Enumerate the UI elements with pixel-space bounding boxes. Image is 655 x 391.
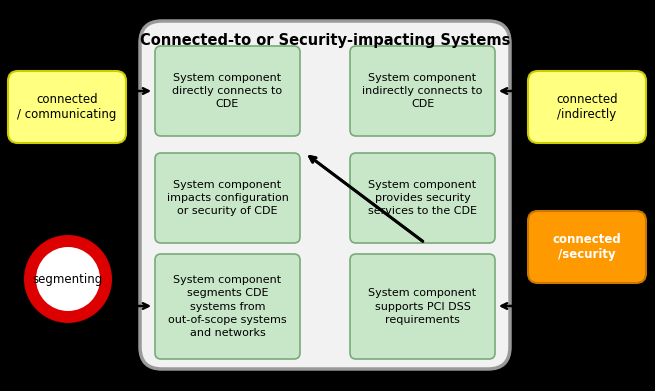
FancyBboxPatch shape [350, 46, 495, 136]
FancyBboxPatch shape [8, 71, 126, 143]
Circle shape [36, 247, 100, 311]
FancyBboxPatch shape [155, 153, 300, 243]
Text: System component
segments CDE
systems from
out-of-scope systems
and networks: System component segments CDE systems fr… [168, 275, 287, 338]
Text: System component
provides security
services to the CDE: System component provides security servi… [368, 180, 477, 216]
Text: segmenting: segmenting [33, 273, 103, 285]
Text: connected
/ communicating: connected / communicating [17, 93, 117, 121]
Text: connected
/security: connected /security [553, 233, 622, 261]
FancyBboxPatch shape [350, 254, 495, 359]
FancyBboxPatch shape [155, 254, 300, 359]
Text: System component
impacts configuration
or security of CDE: System component impacts configuration o… [166, 180, 288, 216]
Circle shape [24, 235, 112, 323]
FancyBboxPatch shape [140, 21, 510, 369]
FancyBboxPatch shape [528, 71, 646, 143]
Text: Connected-to or Security-impacting Systems: Connected-to or Security-impacting Syste… [140, 33, 510, 48]
Text: System component
indirectly connects to
CDE: System component indirectly connects to … [362, 73, 483, 109]
FancyBboxPatch shape [155, 46, 300, 136]
FancyBboxPatch shape [528, 211, 646, 283]
Text: System component
supports PCI DSS
requirements: System component supports PCI DSS requir… [368, 288, 477, 325]
Text: System component
directly connects to
CDE: System component directly connects to CD… [172, 73, 282, 109]
Text: connected
/indirectly: connected /indirectly [556, 93, 618, 121]
FancyBboxPatch shape [350, 153, 495, 243]
